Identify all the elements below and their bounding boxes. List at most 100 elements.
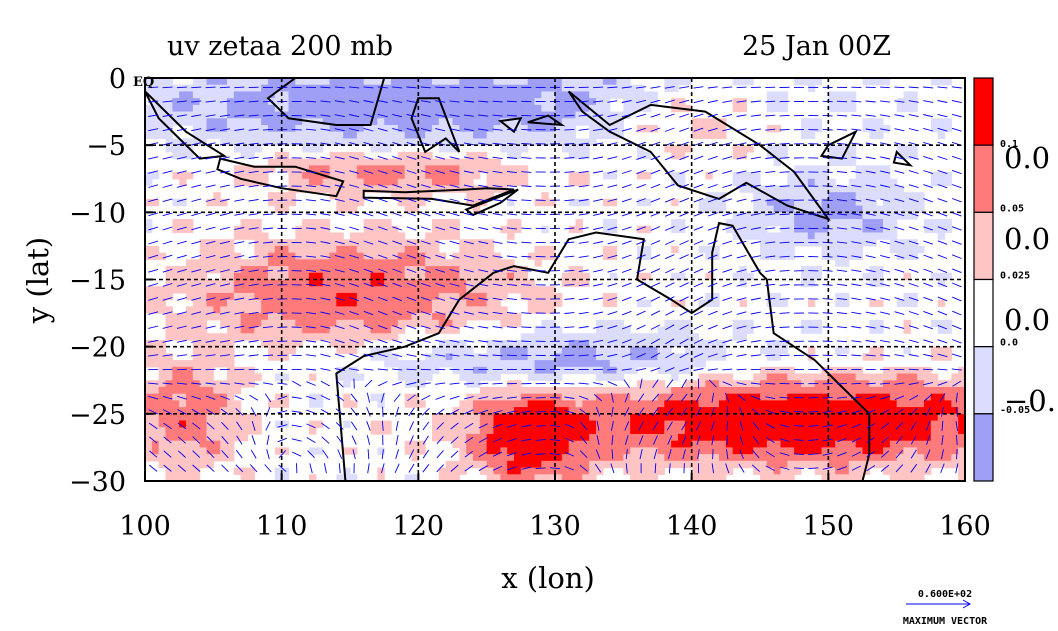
field-cell [172, 467, 180, 475]
wind-vector [593, 226, 603, 230]
wind-vector [707, 141, 718, 146]
field-cell [691, 131, 700, 140]
field-cell [814, 78, 823, 86]
wind-vector [951, 226, 962, 231]
field-cell [937, 346, 946, 354]
field-cell [534, 373, 542, 381]
field-cell [384, 239, 392, 247]
field-cell [650, 346, 659, 354]
field-cell [343, 118, 351, 126]
field-cell [432, 313, 440, 321]
field-cell [145, 198, 153, 207]
field-cell [678, 319, 686, 328]
wind-vector [607, 212, 618, 217]
field-cell [274, 400, 283, 408]
field-cell [418, 360, 426, 368]
field-cell [315, 292, 324, 301]
wind-vector [205, 156, 216, 160]
wind-vector [234, 100, 245, 103]
field-cell [350, 366, 358, 375]
field-cell [356, 111, 365, 119]
field-cell [500, 353, 508, 361]
field-cell [814, 433, 823, 442]
field-cell [568, 346, 577, 354]
field-cell [609, 360, 618, 368]
field-cell [302, 319, 310, 328]
field-cell [459, 306, 467, 314]
field-cell [664, 400, 672, 408]
field-cell [473, 313, 481, 321]
field-cell [650, 474, 659, 481]
field-cell [520, 413, 529, 422]
wind-vector [865, 255, 876, 259]
field-cell [220, 454, 228, 462]
field-cell [630, 353, 638, 361]
field-cell [848, 198, 857, 207]
field-cell [151, 306, 160, 314]
wind-vector [478, 170, 489, 174]
field-cell [473, 353, 481, 361]
field-cell [650, 447, 659, 455]
field-cell [794, 454, 802, 462]
field-cell [691, 400, 700, 408]
field-cell [473, 380, 481, 388]
wind-vector [722, 240, 733, 245]
field-cell [179, 400, 187, 408]
field-cell [623, 326, 631, 334]
field-cell [828, 400, 836, 408]
field-cell [165, 460, 173, 469]
field-cell [220, 198, 228, 207]
field-cell [637, 145, 645, 153]
field-cell [616, 393, 624, 401]
field-cell [432, 84, 440, 93]
field-cell [254, 427, 262, 435]
field-cell [268, 239, 276, 247]
field-cell [575, 440, 583, 449]
field-cell [732, 219, 741, 227]
field-cell [705, 460, 713, 469]
field-cell [903, 91, 911, 99]
field-cell [151, 447, 160, 455]
field-cell [643, 245, 652, 254]
field-cell [924, 467, 932, 475]
field-cell [158, 339, 167, 348]
field-cell [343, 467, 351, 475]
field-cell [445, 172, 454, 180]
field-cell [350, 313, 358, 321]
field-cell [855, 212, 864, 220]
field-cell [213, 420, 221, 428]
field-cell [848, 239, 857, 247]
field-cell [609, 172, 618, 180]
field-cell [213, 266, 221, 274]
field-cell [780, 373, 788, 381]
field-cell [876, 165, 884, 173]
field-cell [917, 447, 925, 455]
field-cell [650, 360, 659, 368]
field-cell [397, 111, 406, 119]
field-cell [698, 346, 706, 354]
field-cell [766, 232, 775, 240]
field-cell [227, 91, 235, 99]
field-cell [145, 353, 153, 361]
field-cell [507, 172, 515, 180]
field-cell [186, 440, 194, 449]
field-cell [247, 474, 255, 481]
field-cell [500, 104, 508, 113]
field-cell [910, 366, 918, 375]
field-cell [384, 333, 392, 341]
field-cell [951, 380, 959, 388]
wind-vector [665, 254, 675, 260]
field-cell [261, 272, 269, 281]
field-cell [541, 326, 549, 334]
wind-vector [521, 157, 532, 159]
wind-vector [463, 114, 474, 117]
field-cell [883, 447, 891, 455]
field-cell [145, 360, 153, 368]
field-cell [575, 366, 583, 375]
field-cell [384, 131, 392, 140]
field-cell [937, 299, 946, 307]
field-cell [158, 366, 167, 375]
field-cell [514, 98, 522, 106]
field-cell [848, 104, 857, 113]
field-cell [220, 118, 228, 126]
